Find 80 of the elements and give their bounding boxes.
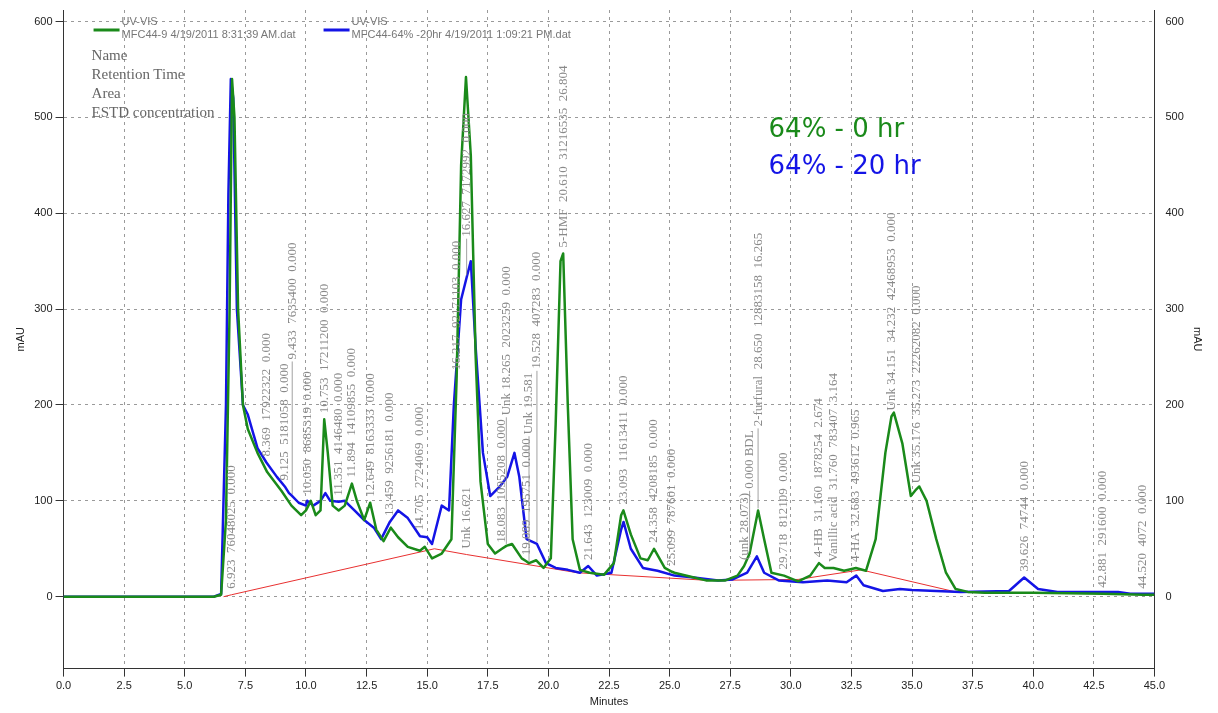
annotation: Area xyxy=(91,84,122,101)
x-tick-label: 27.5 xyxy=(719,679,741,692)
annotation: 8.369 17922322 0.000 xyxy=(257,332,273,457)
annotation: Retention Time xyxy=(91,65,185,82)
annotation: ESTD concentration xyxy=(91,103,215,120)
x-tick-label: 20.0 xyxy=(537,679,560,692)
annotation: 5-HMF 20.610 31216535 26.804 xyxy=(554,64,570,248)
annotation: 11.351 4146480 0.000 xyxy=(330,372,346,496)
y2-tick-label: 200 xyxy=(1165,398,1184,410)
x-tick-label: 35.0 xyxy=(901,679,923,692)
annotation: 16.627 7172992 0.000 xyxy=(458,113,474,237)
annotation: 23.093 11613411 0.000 xyxy=(614,375,630,505)
y2-tick-label: 100 xyxy=(1165,493,1184,506)
legend-label: UV-VIS MFC44-9 4/19/2011 8:31:39 AM.dat xyxy=(121,15,296,41)
y2-axis-title: mAU xyxy=(1192,327,1205,352)
y-tick-label: 100 xyxy=(34,493,53,506)
x-tick-label: 42.5 xyxy=(1083,679,1105,692)
annotation: Unk 35.176 35.273 22262082 0.000 xyxy=(907,285,923,484)
annotation: Unk 34.151 34.232 42468953 0.000 xyxy=(882,212,898,411)
x-tick-label: 2.5 xyxy=(116,679,132,692)
annotation: 14.705 2724069 0.000 xyxy=(411,406,427,531)
y-tick-label: 600 xyxy=(34,14,53,27)
annotation: 0.000 BDL xyxy=(741,430,757,489)
y-axis-title: mAU xyxy=(13,327,26,352)
annotation: 24.358 4208185 0.000 xyxy=(645,419,661,543)
y-tick-label: 0 xyxy=(46,589,53,602)
y2-tick-label: 500 xyxy=(1165,110,1184,123)
annotation: 18.083 1095208 0.000 xyxy=(493,419,509,543)
x-tick-label: 0.0 xyxy=(55,679,72,692)
y-tick-label: 300 xyxy=(34,302,53,315)
x-tick-label: 22.5 xyxy=(598,679,620,692)
annotation: Unk 18.265 2023259 0.000 xyxy=(497,266,513,416)
annotation: 11.894 14109855 0.000 xyxy=(343,348,359,478)
annotation: 12.649 8163333 0.000 xyxy=(361,373,377,497)
x-tick-label: 5.0 xyxy=(177,679,193,692)
annotation: 44.520 4072 0.000 xyxy=(1134,484,1150,589)
x-axis-title: Minutes xyxy=(589,695,629,708)
annotation: 2-furfural 28.650 12883158 16.265 xyxy=(749,232,765,427)
annotation: Vanillic acid 31.760 783407 3.164 xyxy=(824,372,840,562)
annotation: 29.718 812109 0.000 xyxy=(775,452,791,570)
annotation: 16.217 92171103 0.000 xyxy=(448,240,464,371)
annotation: Unk 19.581 xyxy=(520,372,536,435)
annotation: 64% - 20 hr xyxy=(768,149,922,180)
y2-tick-label: 600 xyxy=(1165,14,1184,27)
annotation: Name xyxy=(91,46,128,63)
annotation: 42.881 291600 0.000 xyxy=(1094,470,1110,588)
annotation: 39.626 74744 0.000 xyxy=(1015,461,1031,572)
x-tick-label: 12.5 xyxy=(355,679,378,692)
annotation: 10.050 8685319 0.000 xyxy=(298,371,314,495)
y-tick-label: 500 xyxy=(34,110,53,123)
annotation: 19.528 407283 0.000 xyxy=(528,251,544,369)
x-tick-label: 40.0 xyxy=(1022,679,1044,692)
x-tick-label: 10.0 xyxy=(295,679,317,692)
x-tick-label: 15.0 xyxy=(416,679,438,692)
annotation: 13.459 9256181 0.000 xyxy=(381,392,397,516)
annotation: 10.753 17211200 0.000 xyxy=(315,283,331,414)
annotation: 19.089 195751 0.000 xyxy=(517,438,533,556)
x-tick-label: 45.0 xyxy=(1143,679,1166,692)
x-tick-label: 17.5 xyxy=(477,679,499,692)
annotation: 9.433 7635400 0.000 xyxy=(283,242,299,360)
y-tick-label: 200 xyxy=(34,398,53,410)
annotation: 4-HA 32.683 493612 0.965 xyxy=(847,409,863,562)
annotation: 9.125 5181058 0.000 xyxy=(276,363,292,481)
annotation: (unk 28.073) xyxy=(735,492,751,561)
annotation: 21.643 123009 0.000 xyxy=(579,443,595,561)
y2-tick-label: 400 xyxy=(1165,206,1184,219)
x-tick-label: 30.0 xyxy=(780,679,802,692)
x-tick-label: 32.5 xyxy=(840,679,863,692)
annotation: 4-HB 31.160 1878254 2.674 xyxy=(810,397,826,558)
y-tick-label: 400 xyxy=(34,206,53,219)
x-tick-label: 37.5 xyxy=(961,679,984,692)
x-tick-label: 7.5 xyxy=(237,679,254,692)
y2-tick-label: 0 xyxy=(1165,589,1172,602)
annotation: 64% - 0 hr xyxy=(768,112,905,143)
annotation: 25.099 787601 0.000 xyxy=(663,448,679,566)
x-tick-label: 25.0 xyxy=(658,679,681,692)
annotation: Unk 16.621 xyxy=(457,487,473,549)
legend-label: UV-VIS MFC44-64% -20hr 4/19/2011 1:09:21 PM.dat xyxy=(351,15,571,41)
y2-tick-label: 300 xyxy=(1165,302,1184,315)
annotation: 6.923 76048025 0.000 xyxy=(222,465,238,589)
